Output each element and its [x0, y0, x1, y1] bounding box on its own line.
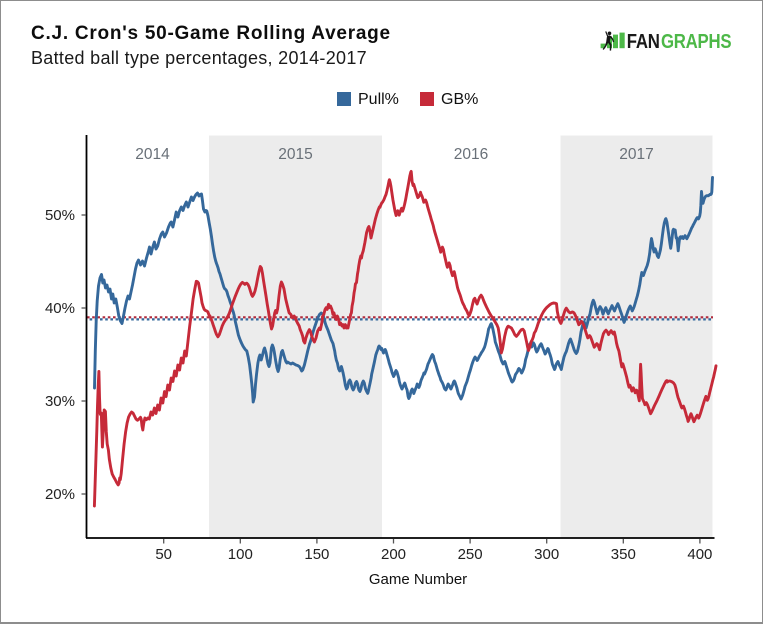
svg-text:20%: 20%	[45, 486, 75, 503]
svg-text:2014: 2014	[135, 146, 170, 163]
svg-text:50%: 50%	[45, 207, 75, 224]
svg-text:50: 50	[155, 546, 172, 563]
svg-text:40%: 40%	[45, 300, 75, 317]
svg-text:FAN: FAN	[627, 29, 660, 52]
svg-text:2017: 2017	[619, 146, 653, 163]
svg-text:2016: 2016	[454, 146, 488, 163]
svg-text:150: 150	[304, 546, 329, 563]
svg-text:300: 300	[534, 546, 559, 563]
svg-text:250: 250	[458, 546, 483, 563]
svg-text:400: 400	[687, 546, 712, 563]
svg-text:200: 200	[381, 546, 406, 563]
svg-text:350: 350	[611, 546, 636, 563]
svg-text:GRAPHS: GRAPHS	[661, 29, 731, 52]
svg-text:100: 100	[228, 546, 253, 563]
svg-text:2015: 2015	[278, 146, 312, 163]
svg-text:Game Number: Game Number	[369, 571, 467, 588]
svg-text:30%: 30%	[45, 393, 75, 410]
